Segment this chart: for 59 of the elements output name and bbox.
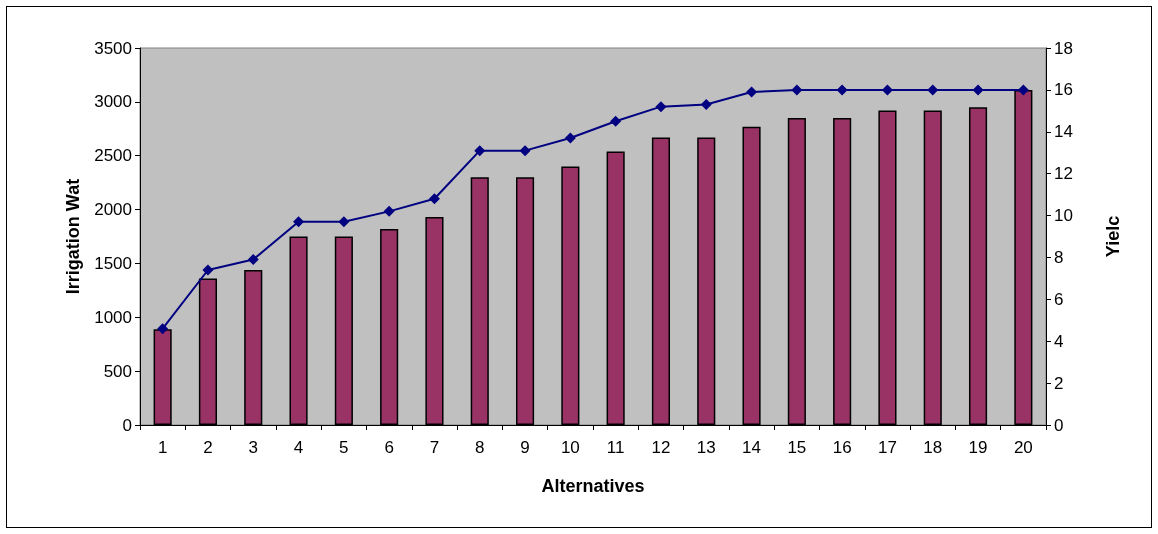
x-tick-label: 12 [651,438,671,457]
x-axis-title: Alternatives [541,476,645,496]
point [655,101,667,113]
point [338,216,350,228]
x-tick-label: 6 [384,438,394,457]
point [202,264,214,276]
x-tick-label: 10 [560,438,580,457]
point [791,84,803,96]
y-tick-label: 500 [103,361,132,381]
x-tick-label: 14 [742,438,762,457]
x-tick-label: 19 [968,438,988,457]
point [972,84,984,96]
point [836,84,848,96]
y-tick-label: 3500 [94,38,132,58]
x-tick-label: 2 [203,438,213,457]
y2-tick-label: 14 [1054,122,1073,142]
x-tick-label: 20 [1013,438,1033,457]
point [474,145,486,157]
x-tick-label: 13 [696,438,716,457]
x-tick-label: 1 [157,438,168,457]
y2-tick-label: 8 [1054,247,1064,267]
x-tick-label: 9 [520,438,530,457]
point [293,216,305,228]
x-tick-label: 3 [248,438,258,457]
point [519,145,531,157]
x-tick-label: 17 [877,438,897,457]
point [564,132,576,144]
x-tick-label: 11 [606,438,625,457]
y2-axis-title: Yielc [1103,215,1123,258]
y-tick-label: 0 [122,415,132,435]
x-tick-label: 5 [339,438,349,457]
y2-tick-label: 6 [1054,289,1064,309]
y2-tick-label: 18 [1054,38,1073,58]
point [157,323,169,335]
point [610,115,622,127]
point [700,99,712,111]
point [746,86,758,98]
point [383,205,395,217]
point [927,84,939,96]
y2-tick-label: 2 [1054,373,1064,393]
y2-tick-label: 4 [1054,331,1064,351]
y-tick-label: 2500 [94,146,132,166]
y2-tick-label: 12 [1054,164,1073,184]
y2-tick-label: 16 [1054,80,1073,100]
y-tick-label: 2000 [94,200,132,220]
y-axis-title: Irrigation Wat [63,178,83,295]
y2-tick-label: 0 [1054,415,1064,435]
x-tick-label: 18 [923,438,943,457]
x-tick-label: 4 [293,438,304,457]
point [428,193,440,205]
y2-tick-label: 10 [1054,206,1073,226]
y-tick-label: 3000 [94,92,132,112]
y-tick-label: 1000 [94,307,132,327]
x-tick-label: 8 [475,438,485,457]
x-tick-label: 16 [832,438,852,457]
x-tick-label: 15 [787,438,807,457]
x-tick-label: 7 [429,438,440,457]
y-tick-label: 1500 [94,253,132,273]
point [247,254,259,266]
